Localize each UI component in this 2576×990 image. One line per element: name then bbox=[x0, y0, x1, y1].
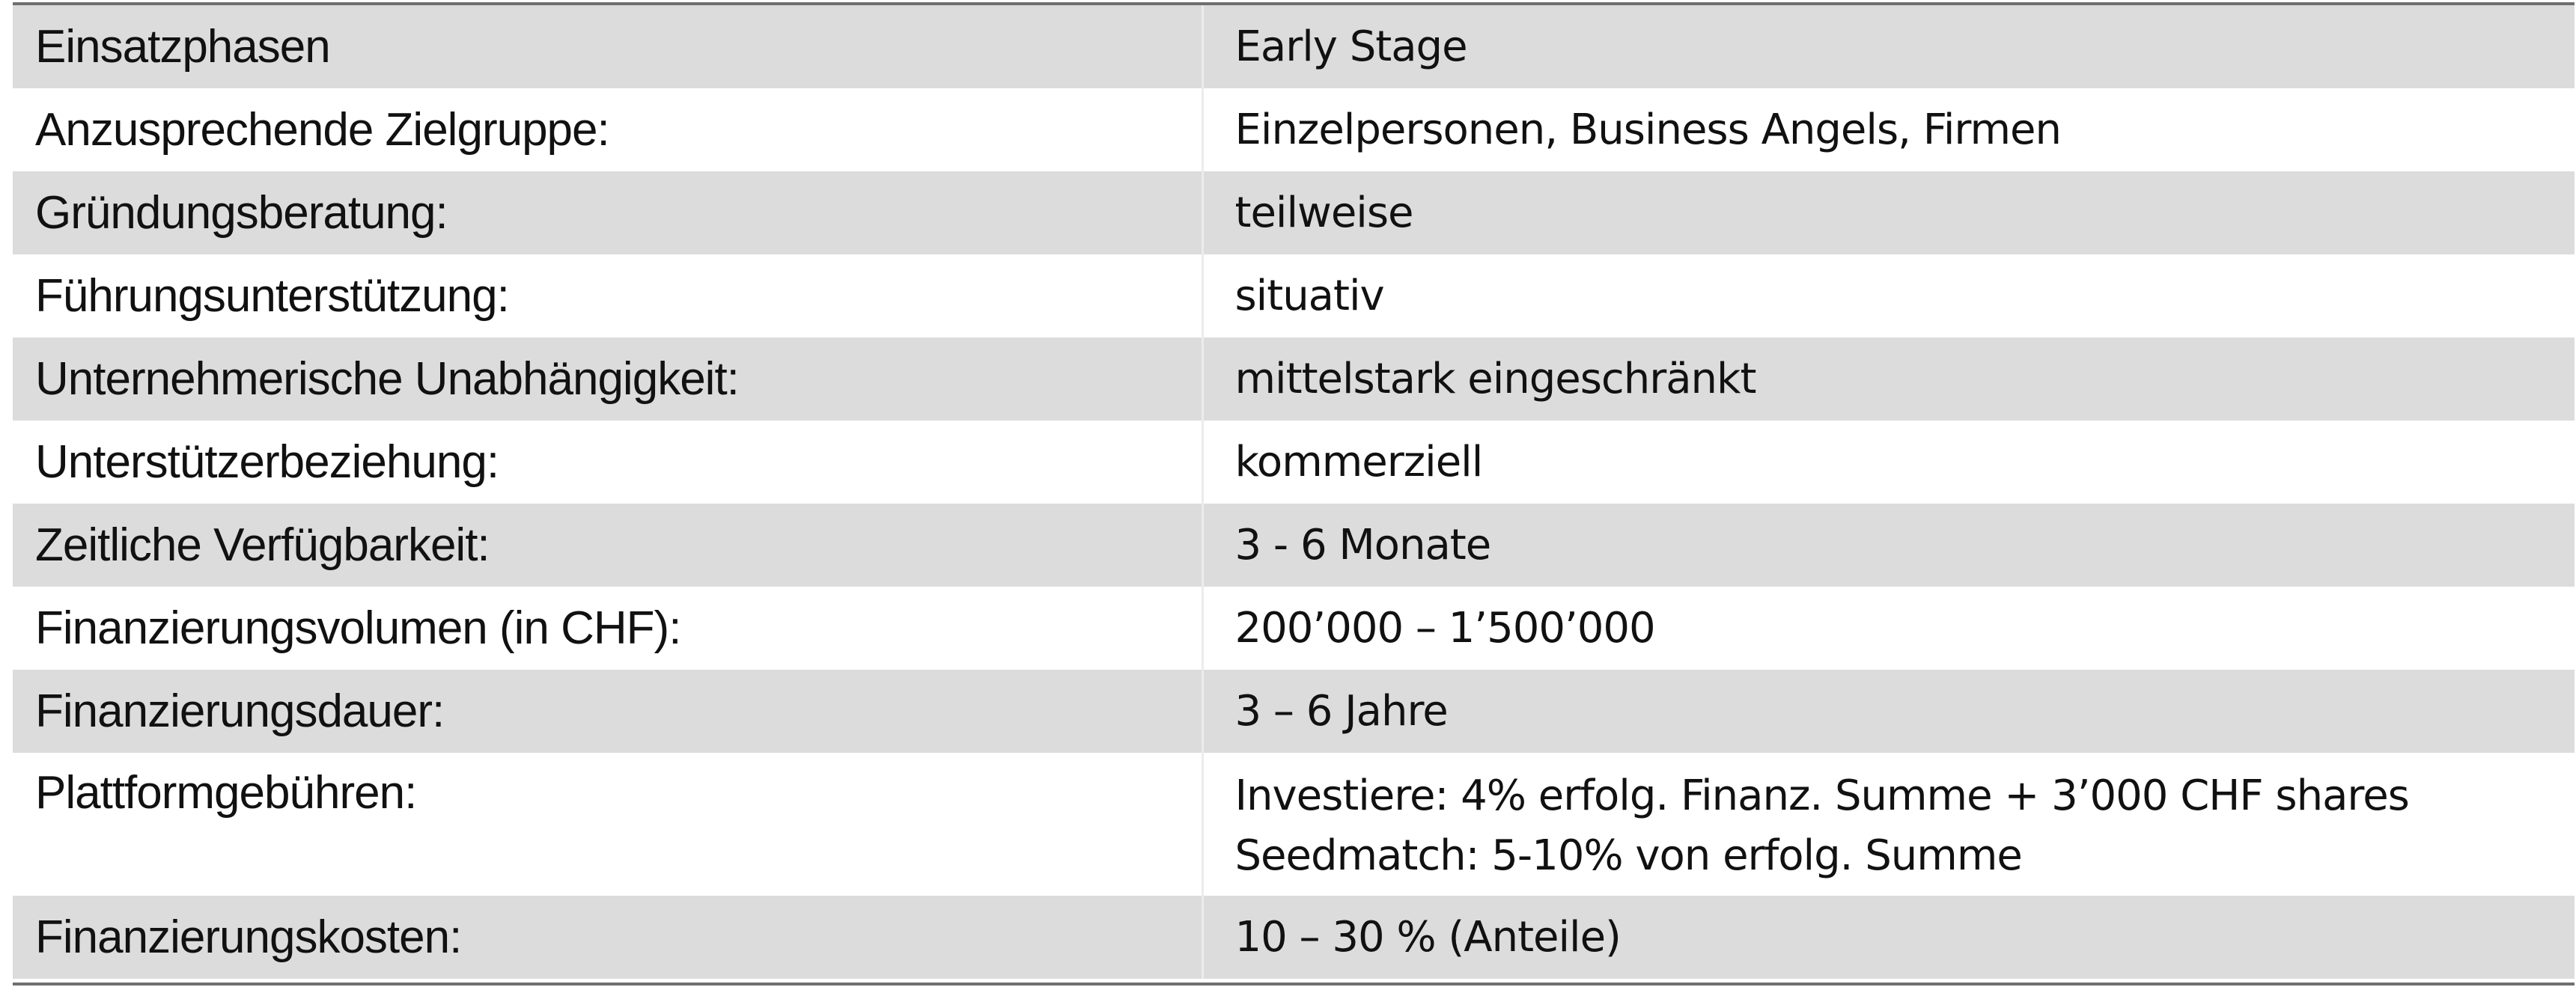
table-row: Anzusprechende Zielgruppe: Einzelpersone… bbox=[13, 88, 2575, 171]
row-label-verfuegbarkeit: Zeitliche Verfügbarkeit: bbox=[13, 504, 1204, 587]
row-label-fuehrungsunterstuetzung: Führungsunterstützung: bbox=[13, 254, 1204, 337]
table-row: Unterstützerbeziehung: kommerziell bbox=[13, 421, 2575, 504]
row-value-finanzierungskosten: 10 – 30 % (Anteile) bbox=[1202, 896, 2575, 979]
table-row: Gründungsberatung: teilweise bbox=[13, 171, 2575, 254]
table-row: Finanzierungsvolumen (in CHF): 200’000 –… bbox=[13, 587, 2575, 670]
row-value-fuehrungsunterstuetzung: situativ bbox=[1202, 254, 2575, 337]
row-value-verfuegbarkeit: 3 - 6 Monate bbox=[1202, 504, 2575, 587]
row-label-unterstuetzerbeziehung: Unterstützerbeziehung: bbox=[13, 421, 1204, 504]
row-value-unterstuetzerbeziehung: kommerziell bbox=[1202, 421, 2575, 504]
table-row: Finanzierungskosten: 10 – 30 % (Anteile) bbox=[13, 896, 2575, 979]
row-label-finanzierungsvolumen: Finanzierungsvolumen (in CHF): bbox=[13, 587, 1204, 670]
table-row: Plattformgebühren: Investiere: 4% erfolg… bbox=[13, 753, 2575, 896]
table-row: Einsatzphasen Early Stage bbox=[13, 5, 2575, 88]
top-border-rule bbox=[13, 2, 2575, 5]
row-label-gruendungsberatung: Gründungsberatung: bbox=[13, 171, 1204, 254]
table-row: Finanzierungsdauer: 3 – 6 Jahre bbox=[13, 670, 2575, 753]
row-label-unabhaengigkeit: Unternehmerische Unabhängigkeit: bbox=[13, 337, 1204, 421]
table-row: Unternehmerische Unabhängigkeit: mittels… bbox=[13, 337, 2575, 421]
table-row: Führungsunterstützung: situativ bbox=[13, 254, 2575, 337]
row-value-zielgruppe: Einzelpersonen, Business Angels, Firmen bbox=[1202, 88, 2575, 171]
plattformgebuehren-line-investiere: Investiere: 4% erfolg. Finanz. Summe + 3… bbox=[1234, 771, 2410, 820]
row-label-plattformgebuehren: Plattformgebühren: bbox=[13, 753, 1204, 896]
row-value-gruendungsberatung: teilweise bbox=[1202, 171, 2575, 254]
row-value-finanzierungsvolumen: 200’000 – 1’500’000 bbox=[1202, 587, 2575, 670]
table-row: Zeitliche Verfügbarkeit: 3 - 6 Monate bbox=[13, 504, 2575, 587]
row-label-zielgruppe: Anzusprechende Zielgruppe: bbox=[13, 88, 1204, 171]
bottom-border-rule bbox=[13, 983, 2575, 986]
row-value-plattformgebuehren: Investiere: 4% erfolg. Finanz. Summe + 3… bbox=[1202, 753, 2575, 896]
row-label-finanzierungskosten: Finanzierungskosten: bbox=[13, 896, 1204, 979]
financing-info-table: Einsatzphasen Early Stage Anzusprechende… bbox=[13, 5, 2575, 979]
row-label-einsatzphasen: Einsatzphasen bbox=[13, 5, 1204, 88]
row-value-unabhaengigkeit: mittelstark eingeschränkt bbox=[1202, 337, 2575, 421]
row-value-finanzierungsdauer: 3 – 6 Jahre bbox=[1202, 670, 2575, 753]
row-label-finanzierungsdauer: Finanzierungsdauer: bbox=[13, 670, 1204, 753]
row-value-einsatzphasen: Early Stage bbox=[1202, 5, 2575, 88]
plattformgebuehren-line-seedmatch: Seedmatch: 5-10% von erfolg. Summe bbox=[1234, 831, 2023, 880]
